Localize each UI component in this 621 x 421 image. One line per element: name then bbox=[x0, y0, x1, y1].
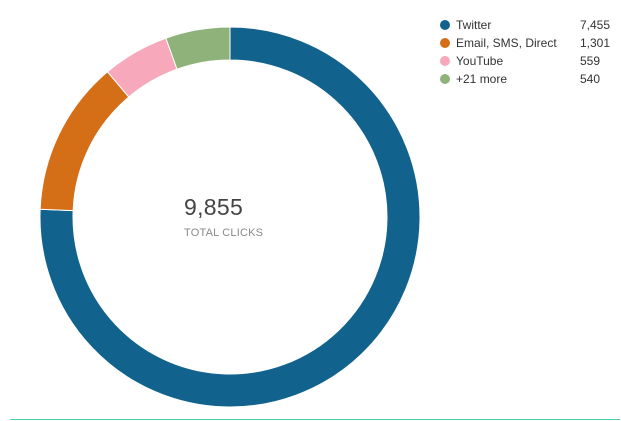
legend-swatch-email-sms-direct bbox=[440, 38, 450, 48]
total-clicks-label: TOTAL CLICKS bbox=[184, 227, 264, 239]
legend-label-more: +21 more bbox=[456, 72, 508, 86]
legend-item-email-sms-direct[interactable]: Email, SMS, Direct 1,301 bbox=[440, 34, 612, 52]
legend-value-email-sms-direct: 1,301 bbox=[580, 36, 611, 50]
legend-value-twitter: 7,455 bbox=[580, 18, 611, 32]
legend-item-twitter[interactable]: Twitter 7,455 bbox=[440, 16, 612, 34]
legend-item-more[interactable]: +21 more 540 bbox=[440, 70, 612, 88]
legend-value-youtube: 559 bbox=[580, 54, 601, 68]
donut-slice-more[interactable] bbox=[165, 26, 231, 70]
legend-swatch-more bbox=[440, 74, 450, 84]
legend: Twitter 7,455 Email, SMS, Direct 1,301 Y… bbox=[440, 16, 612, 88]
legend-label-email-sms-direct: Email, SMS, Direct bbox=[456, 36, 557, 50]
legend-swatch-youtube bbox=[440, 56, 450, 66]
donut-slice-twitter[interactable] bbox=[39, 26, 421, 408]
legend-swatch-twitter bbox=[440, 20, 450, 30]
donut-slice-email-sms-direct[interactable] bbox=[39, 71, 130, 212]
total-clicks-value: 9,855 bbox=[184, 194, 244, 220]
bottom-divider bbox=[10, 419, 620, 420]
legend-item-youtube[interactable]: YouTube 559 bbox=[440, 52, 612, 70]
legend-value-more: 540 bbox=[580, 72, 601, 86]
legend-label-twitter: Twitter bbox=[456, 18, 492, 32]
legend-label-youtube: YouTube bbox=[456, 54, 504, 68]
